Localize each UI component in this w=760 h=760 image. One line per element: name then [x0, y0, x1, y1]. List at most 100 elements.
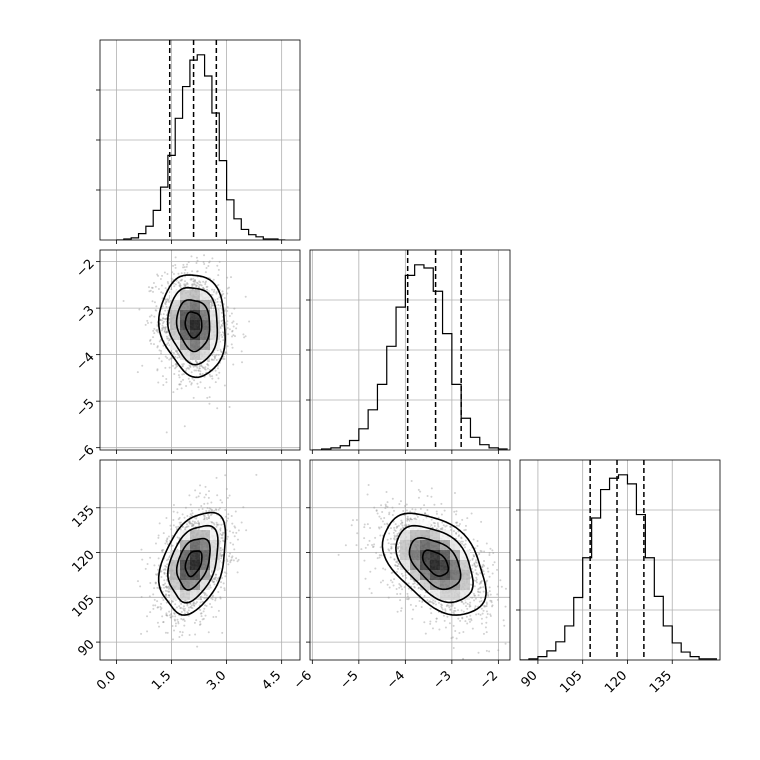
scatter-point	[167, 594, 170, 597]
scatter-point	[446, 604, 449, 607]
scatter-point	[440, 606, 443, 609]
scatter-point	[464, 539, 467, 542]
scatter-point	[214, 578, 217, 581]
scatter-point	[442, 614, 445, 617]
scatter-point	[187, 609, 190, 612]
scatter-point	[228, 494, 231, 497]
scatter-point	[491, 572, 494, 575]
scatter-point	[215, 292, 218, 295]
scatter-point	[173, 629, 176, 632]
scatter-point	[220, 311, 223, 314]
scatter-point	[468, 620, 471, 623]
scatter-point	[473, 607, 476, 610]
scatter-point	[445, 524, 448, 527]
scatter-point	[185, 283, 188, 286]
scatter-point	[461, 540, 464, 543]
scatter-point	[476, 544, 479, 547]
scatter-point	[167, 298, 170, 301]
scatter-point	[170, 277, 173, 280]
scatter-point	[205, 516, 208, 519]
scatter-point	[406, 515, 409, 518]
scatter-point	[219, 586, 222, 589]
scatter-point	[175, 526, 178, 529]
scatter-point	[233, 548, 236, 551]
scatter-point	[414, 517, 417, 520]
scatter-point	[185, 385, 188, 388]
density-cell	[170, 330, 180, 340]
scatter-point	[149, 556, 152, 559]
scatter-point	[403, 586, 406, 589]
scatter-point	[186, 525, 189, 528]
scatter-point	[468, 605, 471, 608]
scatter-point	[396, 561, 399, 564]
scatter-point	[392, 584, 395, 587]
scatter-point	[399, 522, 402, 525]
scatter-point	[245, 529, 248, 532]
scatter-point	[400, 607, 403, 610]
scatter-point	[198, 367, 201, 370]
density-cell	[170, 580, 180, 590]
scatter-point	[486, 567, 489, 570]
scatter-point	[172, 391, 175, 394]
scatter-point	[386, 505, 389, 508]
density-cell	[190, 320, 200, 330]
scatter-point	[393, 509, 396, 512]
scatter-point	[189, 366, 192, 369]
scatter-point	[192, 277, 195, 280]
scatter-point	[154, 285, 157, 288]
scatter-point	[219, 527, 222, 530]
scatter-point	[208, 260, 211, 263]
scatter-point	[186, 282, 189, 285]
scatter-point	[166, 356, 169, 359]
scatter-point	[457, 535, 460, 538]
scatter-point	[402, 509, 405, 512]
scatter-point	[393, 578, 396, 581]
scatter-point	[485, 601, 488, 604]
histogram-bin	[672, 643, 681, 660]
scatter-point	[486, 613, 489, 616]
scatter-point	[171, 364, 174, 367]
scatter-point	[179, 279, 182, 282]
scatter-point	[235, 327, 238, 330]
scatter-point	[449, 605, 452, 608]
scatter-point	[154, 581, 157, 584]
x-tick-label: 120	[602, 668, 630, 696]
scatter-point	[449, 608, 452, 611]
scatter-point	[192, 280, 195, 283]
scatter-point	[164, 567, 167, 570]
scatter-point	[396, 565, 399, 568]
scatter-point	[219, 327, 222, 330]
scatter-point	[226, 306, 229, 309]
scatter-point	[223, 384, 226, 387]
scatter-point	[219, 596, 222, 599]
scatter-point	[227, 517, 230, 520]
scatter-point	[180, 278, 183, 281]
scatter-point	[451, 636, 454, 639]
scatter-point	[363, 523, 366, 526]
scatter-point	[197, 508, 200, 511]
scatter-point	[175, 606, 178, 609]
scatter-point	[199, 612, 202, 615]
scatter-point	[155, 309, 158, 312]
scatter-point	[178, 285, 181, 288]
scatter-point	[232, 543, 235, 546]
scatter-point	[183, 612, 186, 615]
histogram-step-line	[312, 264, 508, 450]
scatter-point	[492, 563, 495, 566]
scatter-point	[201, 373, 204, 376]
scatter-point	[483, 604, 486, 607]
scatter-point	[153, 598, 156, 601]
histogram-bin	[241, 229, 248, 240]
scatter-point	[164, 585, 167, 588]
scatter-point	[369, 527, 372, 530]
scatter-point	[209, 305, 212, 308]
histogram-bin	[415, 265, 424, 450]
scatter-point	[209, 586, 212, 589]
density-cell	[200, 540, 210, 550]
scatter-point	[419, 593, 422, 596]
scatter-point	[232, 325, 235, 328]
scatter-point	[156, 586, 159, 589]
scatter-point	[445, 605, 448, 608]
scatter-point	[157, 536, 160, 539]
scatter-point	[190, 606, 193, 609]
